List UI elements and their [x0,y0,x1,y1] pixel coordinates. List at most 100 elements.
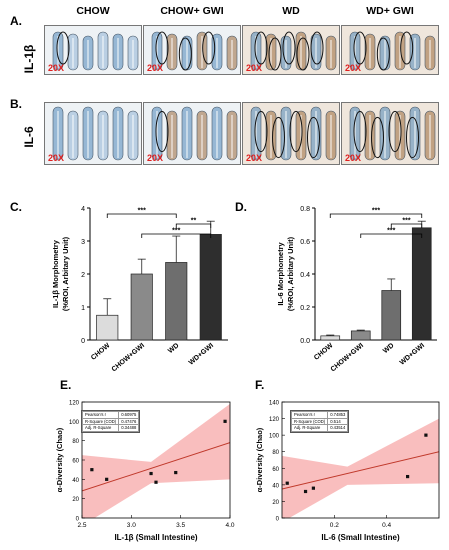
significance-bracket [141,233,212,238]
y-tick-label: 120 [69,401,80,407]
stats-value: 0.47476 [118,417,140,426]
y-tick-label: 0.6 [300,239,310,246]
stats-label: R-Square (COD) [81,417,120,426]
stats-value: 0.514 [327,417,349,426]
magnification-label: 20X [147,153,164,163]
micrograph-image [243,26,339,74]
plot-area [82,403,230,518]
scatter-chart-il1b: 0 20 40 60 80 100 120 2.5 3.0 3.5 4.0 IL-1β (Small … [55,401,235,543]
significance-label: *** [138,208,146,215]
x-tick-label: CHOW+GWI [111,342,146,373]
roi-outline [202,31,216,65]
x-tick-label: WD [167,342,180,355]
micrograph-image [243,103,339,164]
significance-bracket [390,223,423,228]
y-tick-label: 0 [276,517,280,523]
x-tick-label: CHOW [90,342,112,362]
x-axis-label: IL-6 (Small Intestine) [321,533,400,542]
micrograph-image [342,26,438,74]
scatter-chart-il6: 0 20 40 60 80 100 120 140 0.2 0.4 IL-6 (Small Inte… [255,401,440,542]
y-axis-label: IL-1β Morphometry [51,239,60,308]
y-tick-label: 40 [72,478,79,484]
significance-bracket [329,213,423,218]
panel-e-letter: E. [60,378,72,392]
significance-label: *** [372,208,380,215]
bar-chow-gwi [350,330,371,341]
magnification-label: 20X [147,63,164,73]
micrograph-image [342,103,438,164]
panel-c-letter: C. [10,200,22,214]
x-tick-label: 3.5 [176,522,185,529]
stats-value: 0.34488 [118,424,140,432]
micrograph-il1b-wd-gwi: 20X [341,25,439,75]
micrograph-image [45,103,141,164]
significance-label: ** [191,218,197,225]
y-tick-label: 120 [269,417,280,423]
roi-outline [371,116,384,159]
panel-f-letter: F. [255,378,265,392]
roi-outline [155,31,169,65]
micrograph-il1b-chow-gwi: 20X [143,25,241,75]
x-tick-label: WD+GWI [399,342,426,367]
stats-label: Pearson's r [290,411,329,419]
micrograph-image [144,26,240,74]
bar-chow [320,335,341,341]
y-tick-label: 2 [81,272,85,279]
bar-wd-gwi [199,234,222,341]
significance-bracket [106,213,177,218]
micrograph-image [144,103,240,164]
bar-chart-il1b: 0 1 2 3 4 IL-1β Morphometry (%ROI, Arbitary Un… [51,206,228,373]
stats-label: Adj. R-Square [81,424,120,432]
magnification-label: 20X [345,153,362,163]
bar-chart-il6: 0.0 0.2 0.4 0.6 0.8 IL-6 Morphometry (%ROI, Ar… [276,206,437,373]
y-tick-label: 0.2 [300,305,310,312]
stats-value: 0.74853 [327,411,349,419]
stats-value: 0.60975 [118,411,140,419]
row-label-il6: IL-6 [22,126,36,148]
roi-outline [296,37,310,71]
roi-outline [272,116,285,159]
panel-a-letter: A. [10,14,22,28]
micrograph-image [45,26,141,74]
x-tick-label: 2.5 [77,522,86,529]
data-point [105,477,109,481]
bar-chow-gwi [130,273,153,341]
roi-outline [282,31,296,65]
y-tick-label: 0 [81,338,85,345]
y-tick-label: 0.8 [300,206,310,213]
micrograph-il6-chow-gwi: 20X [143,102,241,165]
y-axis-label: α-Diversity (Chao) [255,427,264,492]
stats-label: Adj. R-Square [290,424,329,432]
significance-label: *** [387,228,395,235]
stats-label: Pearson's r [81,411,120,419]
x-axis-label: IL-1β (Small Intestine) [114,533,197,542]
x-tick-label: WD+GWI [188,342,215,367]
y-tick-label: 40 [272,483,279,489]
data-point [303,489,308,494]
significance-bracket [360,233,423,238]
data-point [424,433,428,437]
roi-outline [353,110,367,153]
y-tick-label: 80 [272,450,279,456]
column-header-chow: CHOW [76,5,110,17]
y-tick-label: 60 [72,459,79,465]
bar-chow [96,314,119,341]
x-tick-label: 0.4 [382,522,391,529]
magnification-label: 20X [246,153,263,163]
panel-d-letter: D. [235,200,247,214]
stats-value: 0.43514 [327,424,349,432]
regression-line [282,451,439,490]
roi-outline [254,31,268,65]
y-tick-label: 100 [69,420,80,426]
plot-frame [281,401,440,519]
column-header-chow-gwi: CHOW+ GWI [160,5,224,17]
roi-outline [254,110,268,153]
y-tick-label: 0.4 [300,272,310,279]
y-axis-label: (%ROI, Arbitary Unit) [61,236,70,311]
data-point [149,471,153,476]
roi-outline [155,110,169,153]
stats-label: R-Square (COD) [290,417,329,426]
significance-label: *** [402,218,410,225]
roi-outline [353,31,367,65]
roi-outline [310,31,324,65]
